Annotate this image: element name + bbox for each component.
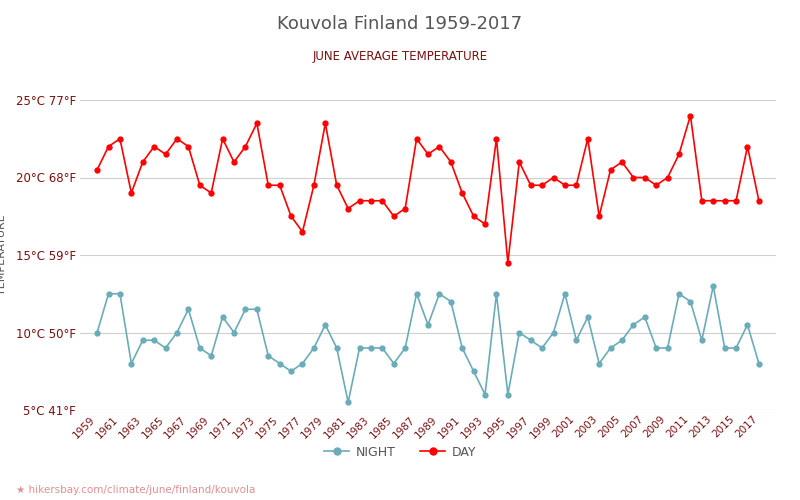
NIGHT [583, 314, 593, 320]
Line: DAY: DAY [94, 113, 762, 265]
DAY [195, 182, 205, 188]
DAY [263, 182, 273, 188]
DAY [161, 151, 170, 157]
NIGHT [115, 290, 125, 296]
NIGHT [161, 345, 170, 351]
NIGHT [754, 360, 764, 366]
Line: NIGHT: NIGHT [94, 284, 762, 405]
Y-axis label: TEMPERATURE: TEMPERATURE [0, 214, 7, 296]
Text: ★ hikersbay.com/climate/june/finland/kouvola: ★ hikersbay.com/climate/june/finland/kou… [16, 485, 255, 495]
Text: JUNE AVERAGE TEMPERATURE: JUNE AVERAGE TEMPERATURE [313, 50, 487, 63]
DAY [503, 260, 513, 266]
NIGHT [92, 330, 102, 336]
NIGHT [263, 353, 273, 359]
DAY [754, 198, 764, 204]
DAY [686, 112, 695, 118]
Text: Kouvola Finland 1959-2017: Kouvola Finland 1959-2017 [278, 15, 522, 33]
NIGHT [446, 298, 456, 304]
NIGHT [709, 283, 718, 289]
NIGHT [343, 399, 353, 405]
DAY [583, 136, 593, 142]
DAY [115, 136, 125, 142]
DAY [434, 144, 444, 150]
Legend: NIGHT, DAY: NIGHT, DAY [319, 441, 481, 464]
DAY [92, 167, 102, 173]
NIGHT [195, 345, 205, 351]
